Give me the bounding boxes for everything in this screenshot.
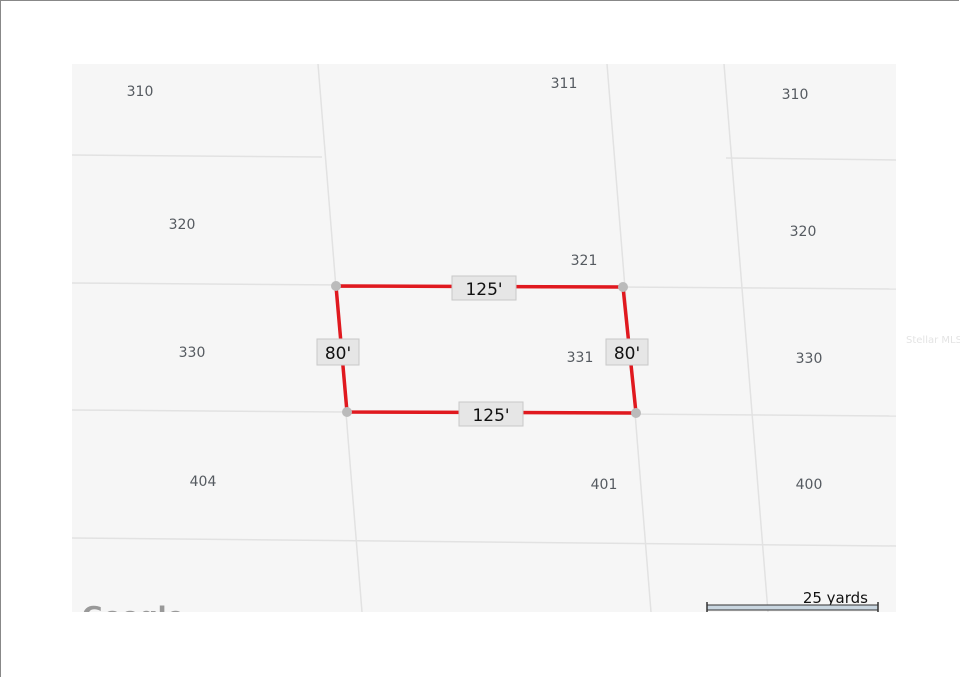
scale-label: 25 yards (803, 589, 868, 607)
dimension-top: 125' (465, 280, 502, 300)
vertex-handle[interactable] (618, 282, 628, 292)
lot-number: 321 (571, 253, 598, 269)
parcel-outline[interactable] (331, 281, 641, 418)
lot-number: 320 (790, 224, 817, 240)
lot-number: 400 (796, 477, 823, 493)
lot-number: 310 (782, 87, 809, 103)
lot-number: 404 (190, 474, 217, 490)
vertex-handle[interactable] (331, 281, 341, 291)
lot-number: 330 (179, 345, 206, 361)
google-logo: Google (82, 602, 184, 632)
lot-number: 320 (169, 217, 196, 233)
dimension-right: 80' (614, 344, 640, 364)
lot-number: 311 (551, 76, 578, 92)
watermark: Stellar MLS (906, 335, 960, 346)
vertex-handle[interactable] (342, 407, 352, 417)
dimension-labels: 125' 125' 80' 80' (316, 275, 649, 427)
svg-text:Google: Google (82, 602, 184, 632)
scale-bar: 25 yards (706, 589, 879, 612)
map-background (72, 64, 896, 612)
lot-number: 330 (796, 351, 823, 367)
dimension-bottom: 125' (472, 406, 509, 426)
lot-number: 331 (567, 350, 594, 366)
dimension-left: 80' (325, 344, 351, 364)
lot-number: 401 (591, 477, 618, 493)
vertex-handle[interactable] (631, 408, 641, 418)
lot-number: 310 (127, 84, 154, 100)
